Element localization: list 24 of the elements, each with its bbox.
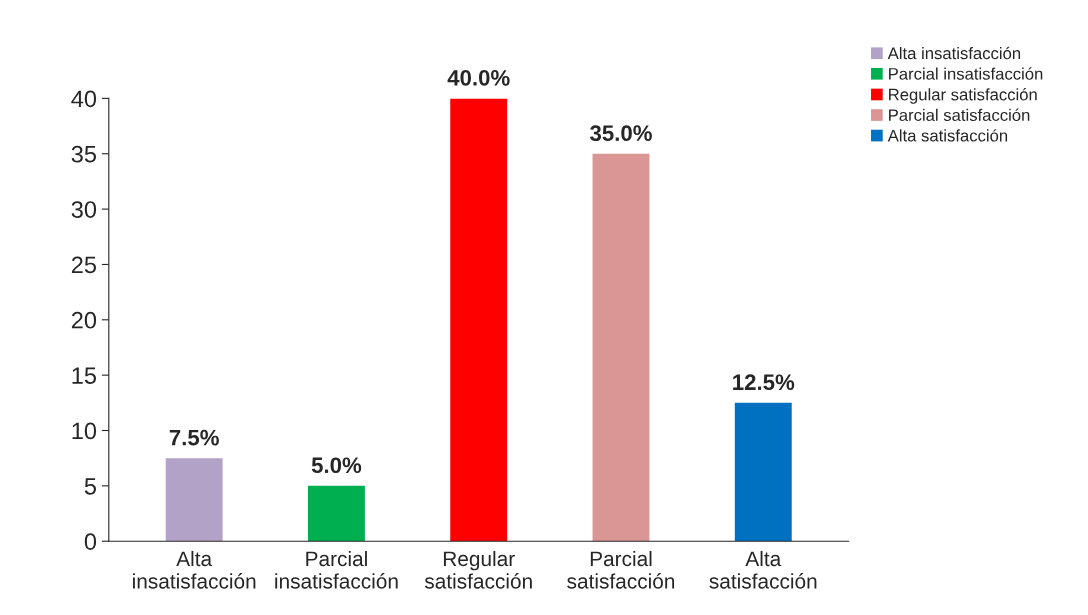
legend-label: Parcial insatisfacción <box>889 67 1043 80</box>
data-label: 7.5% <box>169 429 219 446</box>
y-tick-label: 35 <box>71 145 97 163</box>
x-tick-label: Alta satisfacción <box>709 550 817 589</box>
data-label: 40.0% <box>447 69 510 86</box>
y-tick-label: 20 <box>71 311 97 329</box>
x-tick-label: Alta insatisfacción <box>133 550 256 589</box>
y-tick-label: 25 <box>71 256 97 274</box>
legend-label: Regular satisfacción <box>889 88 1037 104</box>
x-tick-label: Parcial insatisfacción <box>275 550 398 589</box>
y-tick-label: 10 <box>72 422 97 440</box>
y-tick-label: 30 <box>71 201 97 218</box>
data-label: 5.0% <box>311 457 362 474</box>
y-tick-label: 0 <box>84 533 97 550</box>
y-tick-label: 15 <box>72 367 97 384</box>
data-label: 35.0% <box>590 125 652 142</box>
legend-label: Alta satisfacción <box>887 129 1008 142</box>
y-tick-label: 5 <box>84 478 97 495</box>
legend-label: Parcial satisfacción <box>889 108 1030 122</box>
x-tick-label: Parcial satisfacción <box>567 550 675 589</box>
y-tick-label: 40 <box>71 90 97 108</box>
x-tick-label: Regular satisfacción <box>424 550 532 589</box>
data-label: 12.5% <box>733 374 795 391</box>
legend-label: Alta insatisfacción <box>887 46 1021 60</box>
